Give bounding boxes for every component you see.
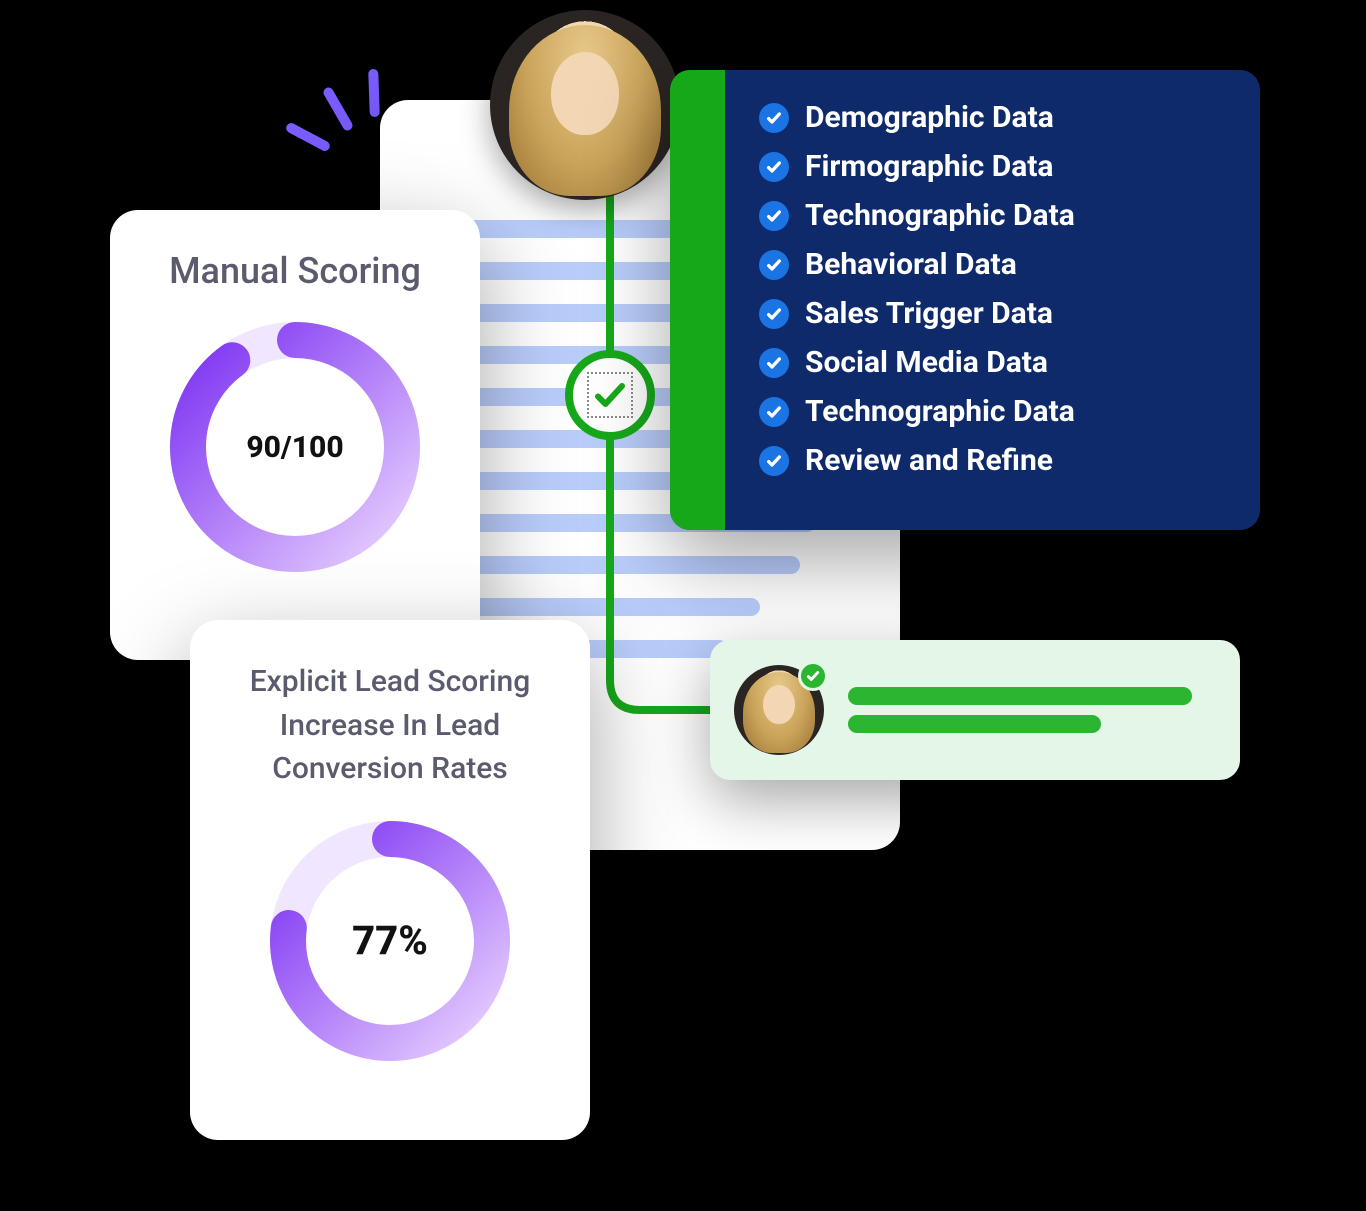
data-type-item: Firmographic Data (759, 149, 1230, 184)
conversion-donut: 77% (270, 821, 510, 1061)
data-types-list: Demographic Data Firmographic Data Technog… (725, 70, 1260, 530)
contact-mini-card (710, 640, 1240, 780)
data-type-item: Sales Trigger Data (759, 296, 1230, 331)
check-bullet-icon (759, 152, 789, 182)
check-bullet-icon (759, 348, 789, 378)
manual-scoring-title: Manual Scoring (140, 250, 450, 292)
manual-scoring-donut: 90/100 (170, 322, 420, 572)
data-type-label: Review and Refine (805, 443, 1053, 478)
data-types-panel: Demographic Data Firmographic Data Technog… (670, 70, 1260, 530)
data-type-item: Technographic Data (759, 198, 1230, 233)
manual-scoring-value: 90/100 (170, 322, 420, 572)
check-bullet-icon (759, 397, 789, 427)
document-line (440, 556, 800, 574)
checkmark-icon (592, 377, 628, 413)
data-type-label: Firmographic Data (805, 149, 1053, 184)
profile-avatar (490, 10, 680, 200)
conversion-value: 77% (270, 821, 510, 1061)
data-type-item: Demographic Data (759, 100, 1230, 135)
mini-card-line (848, 715, 1101, 733)
data-type-item: Technographic Data (759, 394, 1230, 429)
verified-badge-icon (798, 661, 828, 691)
check-badge (565, 350, 655, 440)
mini-card-line (848, 687, 1192, 705)
accent-line (368, 69, 380, 117)
data-type-label: Social Media Data (805, 345, 1048, 380)
check-bullet-icon (759, 201, 789, 231)
manual-scoring-card: Manual Scoring 90/100 (110, 210, 480, 660)
mini-avatar-wrap (734, 665, 824, 755)
data-type-item: Review and Refine (759, 443, 1230, 478)
check-box-icon (587, 372, 633, 418)
data-type-label: Behavioral Data (805, 247, 1017, 282)
data-type-item: Behavioral Data (759, 247, 1230, 282)
panel-accent-stripe (670, 70, 725, 530)
data-type-label: Technographic Data (805, 198, 1075, 233)
check-bullet-icon (759, 299, 789, 329)
conversion-title: Explicit Lead Scoring Increase In Lead C… (230, 660, 550, 791)
check-bullet-icon (759, 446, 789, 476)
conversion-card: Explicit Lead Scoring Increase In Lead C… (190, 620, 590, 1140)
accent-lines (280, 80, 380, 180)
document-line (440, 598, 760, 616)
accent-line (322, 86, 355, 133)
checkmark-icon (806, 669, 820, 683)
accent-line (284, 121, 331, 152)
data-type-item: Social Media Data (759, 345, 1230, 380)
data-type-label: Sales Trigger Data (805, 296, 1053, 331)
data-type-label: Technographic Data (805, 394, 1075, 429)
check-bullet-icon (759, 250, 789, 280)
mini-card-lines (848, 677, 1210, 743)
infographic-stage: Manual Scoring 90/100 Explicit Lead Scor… (90, 20, 1290, 1190)
check-bullet-icon (759, 103, 789, 133)
data-type-label: Demographic Data (805, 100, 1054, 135)
